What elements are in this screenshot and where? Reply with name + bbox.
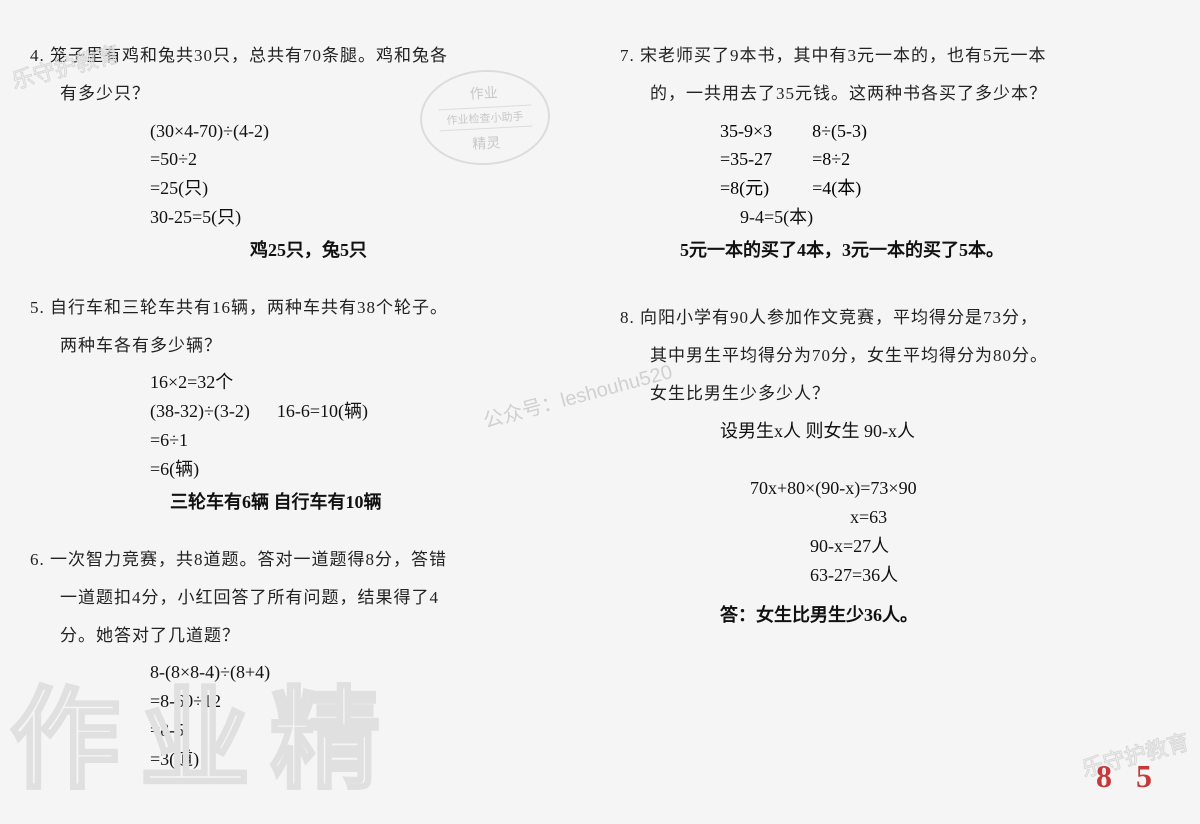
q4-w4: 30-25=5(只) (150, 203, 580, 232)
q7-w4: 9-4=5(本) (620, 203, 1170, 232)
q5-line1: 5. 自行车和三轮车共有16辆，两种车共有38个轮子。 (30, 292, 580, 324)
q8-text2: 其中男生平均得分为70分，女生平均得分为80分。 (620, 340, 1170, 372)
right-column: 7. 宋老师买了9本书，其中有3元一本的，也有5元一本 的，一共用去了35元钱。… (620, 40, 1170, 804)
q6-text2: 一道题扣4分，小红回答了所有问题，结果得了4 (30, 582, 580, 614)
q7-work: 35-9×3 =35-27 =8(元) 8÷(5-3) =8÷2 =4(本) (620, 117, 1170, 203)
q4-answer: 鸡25只，兔5只 (30, 236, 580, 262)
q7-col1: 35-9×3 =35-27 =8(元) (720, 117, 772, 203)
q6-w1: 8-(8×8-4)÷(8+4) (150, 658, 580, 687)
q6-w2: =8-60÷12 (150, 687, 580, 716)
q7-text1: 宋老师买了9本书，其中有3元一本的，也有5元一本 (640, 46, 1047, 65)
page-number: 8 5 (1096, 758, 1160, 795)
q6-num: 6. (30, 550, 45, 569)
q7-num: 7. (620, 46, 635, 65)
q8-text1: 向阳小学有90人参加作文竞赛，平均得分是73分， (640, 308, 1038, 327)
q6-text1: 一次智力竞赛，共8道题。答对一道题得8分，答错 (50, 550, 447, 569)
problem-5: 5. 自行车和三轮车共有16辆，两种车共有38个轮子。 两种车各有多少辆？ 16… (30, 292, 580, 514)
q5-answer: 三轮车有6辆 自行车有10辆 (30, 488, 580, 514)
q4-line1: 4. 笼子里有鸡和兔共30只，总共有70条腿。鸡和兔各 (30, 40, 580, 72)
problem-6: 6. 一次智力竞赛，共8道题。答对一道题得8分，答错 一道题扣4分，小红回答了所… (30, 544, 580, 774)
q8-work: 设男生x人 则女生 90-x人 70x+80×(90-x)=73×90 x=63… (620, 417, 1170, 590)
q7-c2l3: =4(本) (812, 174, 867, 203)
q7-c1l2: =35-27 (720, 145, 772, 174)
q5-w2: (38-32)÷(3-2) 16-6=10(辆) (150, 397, 580, 426)
q4-num: 4. (30, 46, 45, 65)
q8-text3: 女生比男生少多少人？ (620, 378, 1170, 410)
q8-line1: 8. 向阳小学有90人参加作文竞赛，平均得分是73分， (620, 302, 1170, 334)
q5-w4: =6(辆) (150, 455, 580, 484)
problem-8: 8. 向阳小学有90人参加作文竞赛，平均得分是73分， 其中男生平均得分为70分… (620, 302, 1170, 628)
q5-w3: =6÷1 (150, 426, 580, 455)
q6-text3: 分。她答对了几道题？ (30, 620, 580, 652)
q8-w2: x=63 (720, 503, 1170, 532)
q7-answer: 5元一本的买了4本，3元一本的买了5本。 (620, 236, 1170, 262)
q5-text1: 自行车和三轮车共有16辆，两种车共有38个轮子。 (50, 298, 448, 317)
worksheet-page: 4. 笼子里有鸡和兔共30只，总共有70条腿。鸡和兔各 有多少只？ (30×4-… (0, 0, 1200, 824)
q4-w3: =25(只) (150, 174, 580, 203)
q8-w4: 63-27=36人 (720, 561, 1170, 590)
q5-num: 5. (30, 298, 45, 317)
q6-w4: =3(道) (150, 745, 580, 774)
q6-work: 8-(8×8-4)÷(8+4) =8-60÷12 =8-5 =3(道) (30, 658, 580, 773)
stamp-top: 作业 (469, 82, 498, 103)
q7-line1: 7. 宋老师买了9本书，其中有3元一本的，也有5元一本 (620, 40, 1170, 72)
q8-w0: 设男生x人 则女生 90-x人 (720, 417, 1170, 446)
stamp-bottom: 精灵 (472, 132, 501, 153)
q5-w2b: 16-6=10(辆) (277, 401, 368, 421)
q7-col2: 8÷(5-3) =8÷2 =4(本) (812, 117, 867, 203)
problem-7: 7. 宋老师买了9本书，其中有3元一本的，也有5元一本 的，一共用去了35元钱。… (620, 40, 1170, 262)
q7-c1l3: =8(元) (720, 174, 772, 203)
q8-w3: 90-x=27人 (720, 532, 1170, 561)
q8-answer: 答：女生比男生少36人。 (620, 601, 1170, 627)
q5-work: 16×2=32个 (38-32)÷(3-2) 16-6=10(辆) =6÷1 =… (30, 368, 580, 483)
q6-w3: =8-5 (150, 716, 580, 745)
q7-text2: 的，一共用去了35元钱。这两种书各买了多少本？ (620, 78, 1170, 110)
stamp-mid: 作业检查小助手 (438, 104, 532, 131)
q5-w1: 16×2=32个 (150, 368, 580, 397)
q8-num: 8. (620, 308, 635, 327)
q8-w1: 70x+80×(90-x)=73×90 (720, 474, 1170, 503)
q4-text1: 笼子里有鸡和兔共30只，总共有70条腿。鸡和兔各 (50, 46, 448, 65)
q5-text2: 两种车各有多少辆？ (30, 330, 580, 362)
q7-c1l1: 35-9×3 (720, 117, 772, 146)
q7-c2l2: =8÷2 (812, 145, 867, 174)
q5-w2a: (38-32)÷(3-2) (150, 401, 250, 421)
q6-line1: 6. 一次智力竞赛，共8道题。答对一道题得8分，答错 (30, 544, 580, 576)
q7-c2l1: 8÷(5-3) (812, 117, 867, 146)
